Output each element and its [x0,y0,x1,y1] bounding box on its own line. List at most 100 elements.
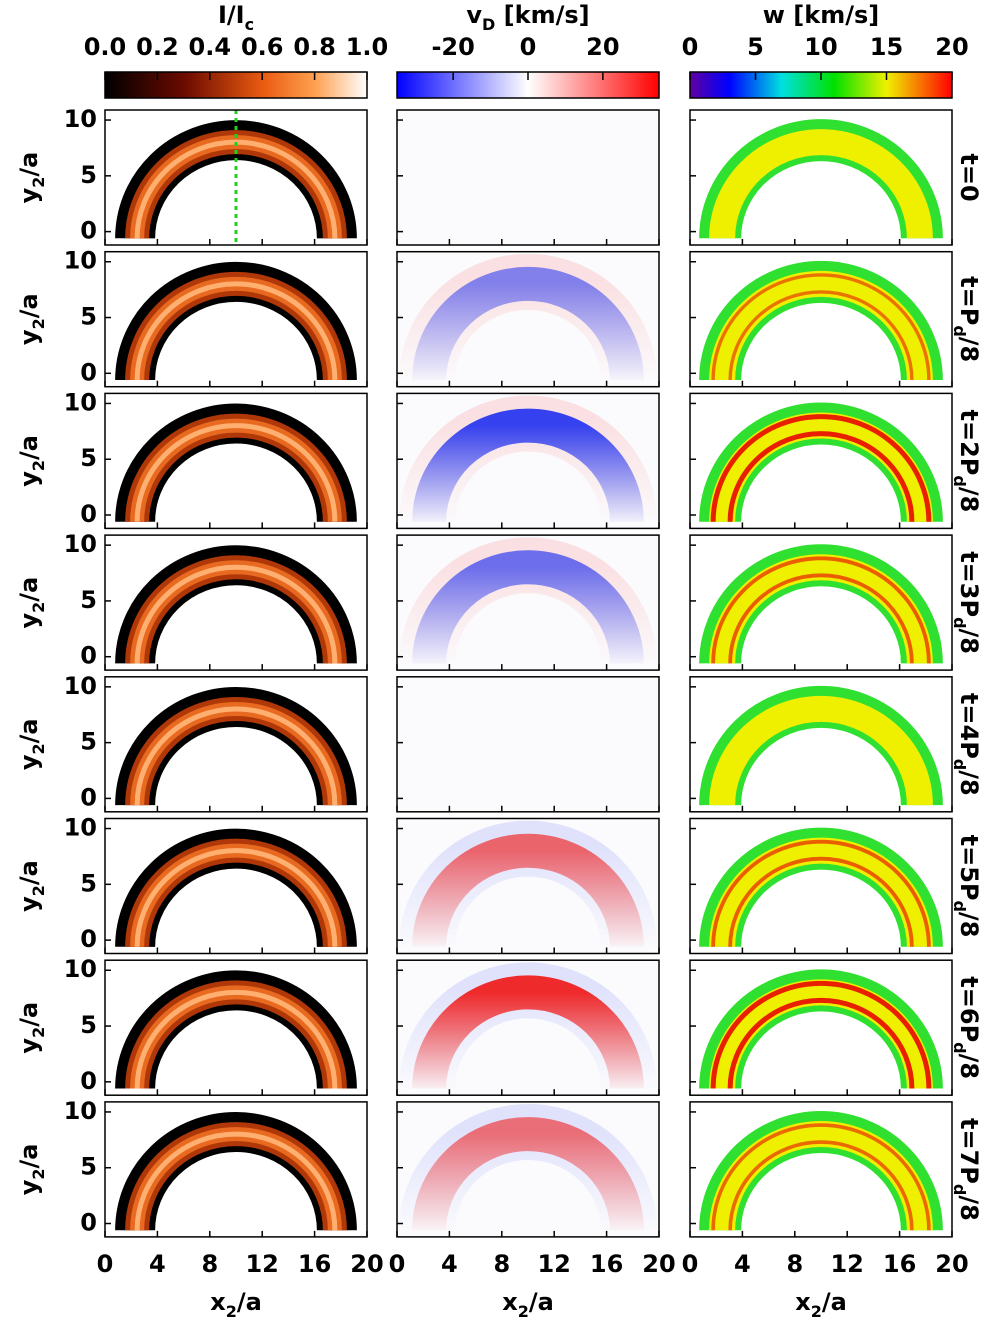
label-part: y [15,612,43,628]
arc [727,997,915,1089]
panel-frame [396,534,660,671]
y-tick-label: 0 [80,217,97,245]
label-part: y [15,1038,43,1054]
arc [710,980,932,1089]
label-part: 2 [811,1302,822,1321]
x-tick-label: 0 [389,1250,406,1278]
label-part: 2 [29,460,48,471]
y-tick-label: 10 [64,388,97,416]
row-label: t=5Pd/8 [950,835,983,938]
arc [709,554,933,664]
label-part: d [950,900,969,911]
y-tick-label: 0 [80,783,97,811]
colorbar-tick-label: 15 [870,33,903,61]
label-part: t=P [955,276,983,325]
x-tick-label: 8 [493,1250,510,1278]
arc [134,281,338,381]
panel-frame [689,392,953,530]
colorbar-tick-label: 20 [586,33,619,61]
colorbar-tick-label: 0.8 [293,33,336,61]
y-tick-label: 10 [64,672,97,700]
y-tick-label: 0 [80,500,97,528]
panel-frame [104,392,368,530]
label-part: y [15,187,43,203]
row-label: t=2Pd/8 [950,410,983,513]
x-tick-label: 16 [883,1250,916,1278]
label-part: 2 [518,1302,529,1321]
y-axis-label: y2/a [15,577,48,629]
y-tick-label: 0 [80,358,97,386]
colorbar-tick-label: 1.0 [346,33,389,61]
arc [134,1131,338,1231]
arc [709,837,933,948]
x-tick-label: 16 [590,1250,623,1278]
label-part: /a [529,1288,554,1316]
label-part: y [15,471,43,487]
x-axis-label: x2/a [502,1288,554,1321]
label-part: /8 [955,1054,983,1079]
label-part: /a [15,152,43,177]
x-axis-label: x2/a [210,1288,262,1321]
label-part: /a [15,435,43,460]
label-part: /a [15,1144,43,1169]
label-part: /8 [955,487,983,512]
y-tick-label: 10 [64,105,97,133]
colorbar [104,71,368,99]
panel-frame [104,959,368,1096]
colorbar-tick-label: 0.4 [189,33,232,61]
label-part: y [15,754,43,770]
label-part: /a [237,1288,262,1316]
arc [134,564,338,664]
x-tick-label: 4 [734,1250,751,1278]
arc [709,129,933,239]
label-part: c [245,15,254,34]
label-part: 2 [29,602,48,613]
colorbar-title: I/Ic [218,1,254,34]
arc [412,1117,644,1231]
arc [134,706,338,806]
label-part: v [466,1,482,29]
arc [727,431,915,522]
x-tick-label: 12 [537,1250,570,1278]
colorbar-title: w [km/s] [763,1,879,29]
arc [412,833,644,948]
y-tick-label: 5 [80,1153,97,1181]
label-part: /8 [955,770,983,795]
panel-frame [689,250,953,388]
label-part: [km/s] [495,1,589,29]
label-part: y [15,896,43,912]
arc [412,408,644,523]
colorbar-title: vD [km/s] [466,1,589,34]
label-part: /a [822,1288,847,1316]
label-part: /a [15,577,43,602]
arc [711,1123,931,1231]
label-part: 2 [29,1168,48,1179]
y-tick-label: 10 [64,530,97,558]
row-label: t=4Pd/8 [950,693,983,796]
panel-frame [396,1101,660,1238]
label-part: t=5P [955,835,983,901]
arc [728,856,914,947]
colorbar-tick-label: 0 [520,33,537,61]
x-tick-label: 4 [441,1250,458,1278]
label-part: /8 [955,912,983,937]
label-part: /8 [955,337,983,362]
x-tick-label: 12 [830,1250,863,1278]
arc [728,573,914,664]
y-tick-label: 0 [80,925,97,953]
arc [709,979,933,1089]
label-part: 2 [226,1302,237,1321]
row-label: t=0 [955,153,983,201]
panel-frame [104,109,368,246]
x-tick-label: 8 [201,1250,218,1278]
arc [728,1140,914,1231]
colorbar-tick-label: 0.2 [136,33,179,61]
row-label: t=3Pd/8 [950,551,983,654]
arc [709,695,933,806]
y-tick-label: 0 [80,1067,97,1095]
row-label: t=Pd/8 [950,276,983,362]
label-part: t=6P [955,976,983,1042]
label-part: 2 [29,177,48,188]
y-tick-label: 5 [80,586,97,614]
y-axis-label: y2/a [15,860,48,912]
